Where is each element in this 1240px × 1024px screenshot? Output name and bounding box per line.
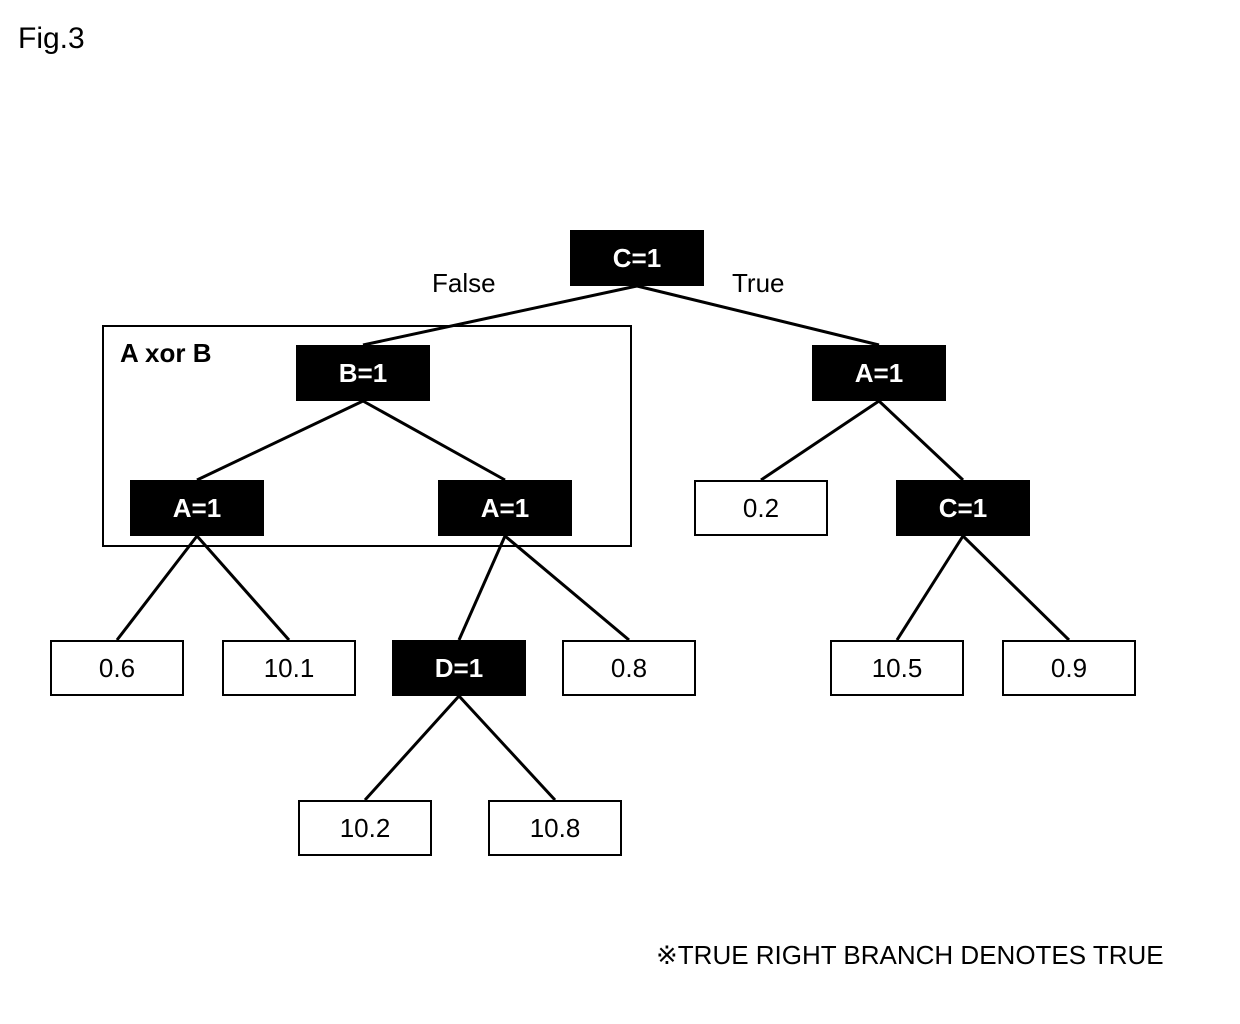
decision-node-b1: B=1 (296, 345, 430, 401)
leaf-node-leaf102: 10.2 (298, 800, 432, 856)
figure-canvas: Fig.3 A xor B False True C=1 B=1 A=1 A=1 A=1… (0, 0, 1240, 1024)
decision-node-d1: D=1 (392, 640, 526, 696)
branch-label-false: False (432, 268, 496, 299)
leaf-node-leaf06: 0.6 (50, 640, 184, 696)
footnote: ※TRUE RIGHT BRANCH DENOTES TRUE (656, 940, 1164, 971)
decision-node-a1R: A=1 (812, 345, 946, 401)
leaf-node-leaf08: 0.8 (562, 640, 696, 696)
leaf-node-leaf105: 10.5 (830, 640, 964, 696)
decision-node-a1M: A=1 (438, 480, 572, 536)
decision-node-a1L: A=1 (130, 480, 264, 536)
branch-label-true: True (732, 268, 785, 299)
leaf-node-leaf108: 10.8 (488, 800, 622, 856)
decision-node-c1R: C=1 (896, 480, 1030, 536)
figure-label: Fig.3 (18, 22, 85, 56)
decision-node-root: C=1 (570, 230, 704, 286)
xor-group-label: A xor B (120, 338, 212, 369)
leaf-node-leaf101: 10.1 (222, 640, 356, 696)
leaf-node-leaf02: 0.2 (694, 480, 828, 536)
leaf-node-leaf09: 0.9 (1002, 640, 1136, 696)
